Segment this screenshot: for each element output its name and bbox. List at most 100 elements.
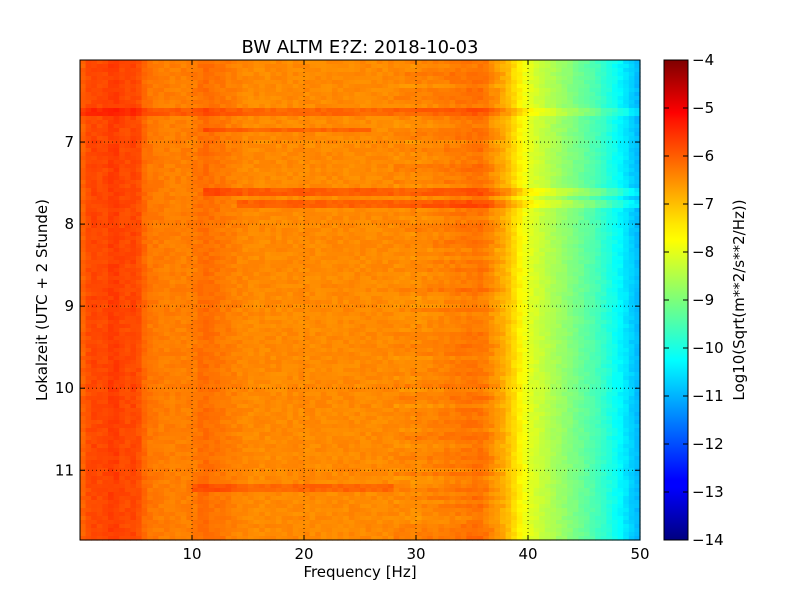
heatmap-cell <box>175 120 182 125</box>
heatmap-cell <box>634 108 641 113</box>
heatmap-cell <box>80 112 87 117</box>
heatmap-cell <box>292 188 299 193</box>
heatmap-cell <box>628 184 635 189</box>
heatmap-cell <box>617 144 624 149</box>
heatmap-cell <box>444 164 451 169</box>
heatmap-cell <box>180 60 187 65</box>
heatmap-cell <box>108 152 115 157</box>
heatmap-cell <box>360 164 367 169</box>
heatmap-cell <box>634 132 641 137</box>
heatmap-cell <box>572 152 579 157</box>
heatmap-cell <box>96 80 103 85</box>
heatmap-cell <box>634 68 641 73</box>
heatmap-cell <box>472 164 479 169</box>
heatmap-cell <box>371 248 378 253</box>
heatmap-cell <box>365 228 372 233</box>
heatmap-cell <box>343 248 350 253</box>
heatmap-cell <box>449 96 456 101</box>
heatmap-cell <box>634 228 641 233</box>
heatmap-cell <box>505 252 512 257</box>
heatmap-cell <box>444 220 451 225</box>
heatmap-cell <box>225 100 232 105</box>
heatmap-cell <box>259 204 266 209</box>
heatmap-cell <box>197 164 204 169</box>
heatmap-cell <box>494 116 501 121</box>
heatmap-cell <box>214 172 221 177</box>
heatmap-cell <box>511 120 518 125</box>
heatmap-cell <box>466 212 473 217</box>
heatmap-cell <box>388 116 395 121</box>
heatmap-cell <box>511 208 518 213</box>
heatmap-cell <box>298 72 305 77</box>
heatmap-cell <box>589 108 596 113</box>
heatmap-cell <box>561 124 568 129</box>
heatmap-cell <box>539 184 546 189</box>
heatmap-cell <box>276 252 283 257</box>
heatmap-cell <box>371 228 378 233</box>
heatmap-cell <box>528 204 535 209</box>
heatmap-cell <box>124 88 131 93</box>
heatmap-cell <box>382 120 389 125</box>
heatmap-cell <box>248 84 255 89</box>
heatmap-cell <box>600 112 607 117</box>
heatmap-cell <box>432 100 439 105</box>
heatmap-cell <box>505 120 512 125</box>
heatmap-cell <box>102 192 109 197</box>
heatmap-cell <box>253 88 260 93</box>
heatmap-cell <box>292 100 299 105</box>
heatmap-cell <box>276 172 283 177</box>
heatmap-cell <box>477 192 484 197</box>
heatmap-cell <box>203 240 210 245</box>
heatmap-cell <box>326 240 333 245</box>
heatmap-cell <box>376 104 383 109</box>
heatmap-cell <box>91 216 98 221</box>
heatmap-cell <box>242 228 249 233</box>
heatmap-cell <box>253 172 260 177</box>
heatmap-cell <box>477 132 484 137</box>
heatmap-cell <box>600 96 607 101</box>
heatmap-cell <box>304 220 311 225</box>
heatmap-cell <box>320 248 327 253</box>
heatmap-cell <box>488 172 495 177</box>
heatmap-cell <box>304 184 311 189</box>
heatmap-cell <box>108 144 115 149</box>
heatmap-cell <box>628 88 635 93</box>
heatmap-cell <box>225 68 232 73</box>
heatmap-cell <box>113 204 120 209</box>
heatmap-cell <box>248 148 255 153</box>
heatmap-cell <box>500 124 507 129</box>
heatmap-cell <box>416 216 423 221</box>
heatmap-cell <box>606 180 613 185</box>
heatmap-cell <box>309 64 316 69</box>
heatmap-cell <box>444 84 451 89</box>
heatmap-cell <box>152 160 159 165</box>
heatmap-cell <box>595 128 602 133</box>
heatmap-cell <box>382 188 389 193</box>
heatmap-cell <box>382 160 389 165</box>
heatmap-cell <box>539 140 546 145</box>
heatmap-cell <box>634 212 641 217</box>
heatmap-cell <box>460 192 467 197</box>
heatmap-cell <box>85 232 92 237</box>
heatmap-cell <box>444 96 451 101</box>
heatmap-cell <box>242 256 249 261</box>
heatmap-cell <box>539 72 546 77</box>
heatmap-cell <box>539 96 546 101</box>
heatmap-cell <box>236 76 243 81</box>
heatmap-cell <box>494 192 501 197</box>
heatmap-cell <box>304 252 311 257</box>
heatmap-cell <box>192 204 199 209</box>
heatmap-cell <box>572 160 579 165</box>
heatmap-cell <box>180 88 187 93</box>
heatmap-cell <box>259 140 266 145</box>
heatmap-cell <box>477 68 484 73</box>
heatmap-cell <box>371 192 378 197</box>
heatmap-cell <box>556 256 563 261</box>
heatmap-cell <box>292 136 299 141</box>
heatmap-cell <box>427 232 434 237</box>
heatmap-cell <box>320 220 327 225</box>
heatmap-cell <box>298 228 305 233</box>
heatmap-cell <box>612 72 619 77</box>
heatmap-cell <box>617 84 624 89</box>
heatmap-cell <box>556 76 563 81</box>
